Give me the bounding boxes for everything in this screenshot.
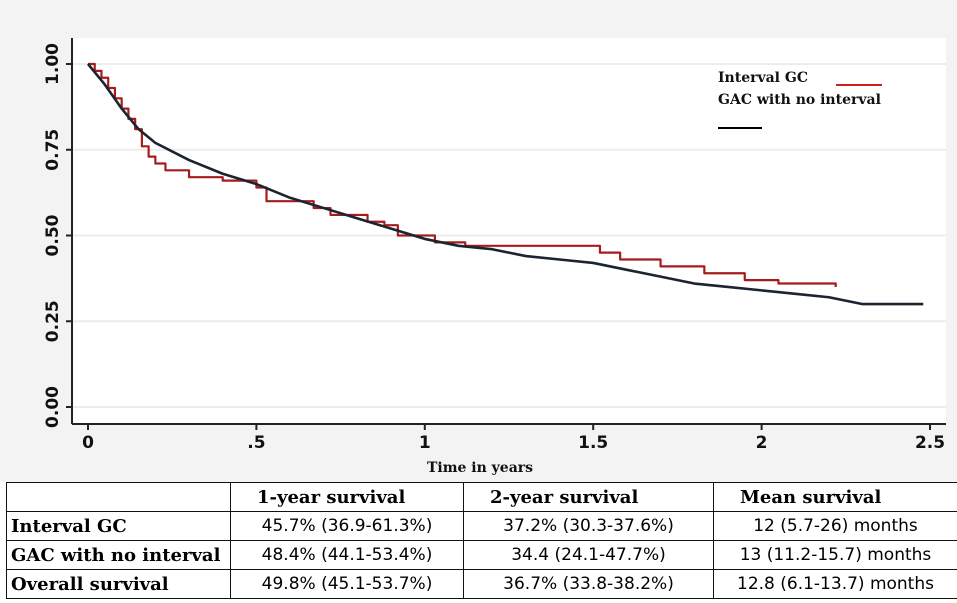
survival-plot: 0.00 0.25 0.50 0.75 1.00 0 .5 1 1.5 2 2.5 Time in y… bbox=[43, 38, 946, 476]
y-tick-label: 0.75 bbox=[43, 129, 63, 171]
y-tick-label: 0.00 bbox=[43, 386, 63, 428]
table-row: Interval GC 45.7% (36.9-61.3%) 37.2% (30… bbox=[6, 511, 957, 541]
x-tick-label: .5 bbox=[247, 433, 265, 453]
cell-mean: 12.8 (6.1-13.7) months bbox=[713, 569, 957, 599]
survival-table: 1-year survival 2-year survival Mean sur… bbox=[6, 482, 957, 599]
cell-2-year: 36.7% (33.8-38.2%) bbox=[463, 569, 714, 599]
series-line-no-interval bbox=[86, 63, 924, 306]
cell-mean: 13 (11.2-15.7) months bbox=[713, 540, 957, 570]
y-tick-label: 0.50 bbox=[43, 214, 63, 256]
row-label: Overall survival bbox=[6, 569, 231, 599]
legend-label-interval-gc: Interval GC bbox=[718, 70, 808, 86]
row-label: GAC with no interval bbox=[6, 540, 231, 570]
cell-1-year: 49.8% (45.1-53.7%) bbox=[230, 569, 464, 599]
x-tick-label: 2.5 bbox=[915, 433, 945, 453]
table-header-corner bbox=[6, 482, 231, 512]
cell-1-year: 48.4% (44.1-53.4%) bbox=[230, 540, 464, 570]
y-tick-label: 0.25 bbox=[43, 300, 63, 342]
series-line-interval-gc bbox=[88, 62, 837, 287]
x-tick-label: 2 bbox=[756, 433, 768, 453]
cell-mean: 12 (5.7-26) months bbox=[713, 511, 957, 541]
x-tick-label: 0 bbox=[82, 433, 94, 453]
cell-2-year: 34.4 (24.1-47.7%) bbox=[463, 540, 714, 570]
legend-label-no-interval: GAC with no interval bbox=[718, 92, 881, 108]
survival-chart: 0.00 0.25 0.50 0.75 1.00 0 .5 1 1.5 2 2.5 Time in y… bbox=[0, 0, 957, 482]
x-axis-label: Time in years bbox=[427, 460, 533, 476]
row-label: Interval GC bbox=[6, 511, 231, 541]
y-tick-label: 1.00 bbox=[43, 43, 63, 85]
table-row: GAC with no interval 48.4% (44.1-53.4%) … bbox=[6, 540, 957, 570]
header-2-year-survival: 2-year survival bbox=[463, 482, 714, 512]
plot-background bbox=[72, 38, 946, 424]
table-header-row: 1-year survival 2-year survival Mean sur… bbox=[6, 482, 957, 512]
cell-2-year: 37.2% (30.3-37.6%) bbox=[463, 511, 714, 541]
cell-1-year: 45.7% (36.9-61.3%) bbox=[230, 511, 464, 541]
header-1-year-survival: 1-year survival bbox=[230, 482, 464, 512]
header-mean-survival: Mean survival bbox=[713, 482, 957, 512]
x-tick-label: 1.5 bbox=[578, 433, 608, 453]
table-row: Overall survival 49.8% (45.1-53.7%) 36.7… bbox=[6, 569, 957, 599]
x-tick-label: 1 bbox=[419, 433, 431, 453]
